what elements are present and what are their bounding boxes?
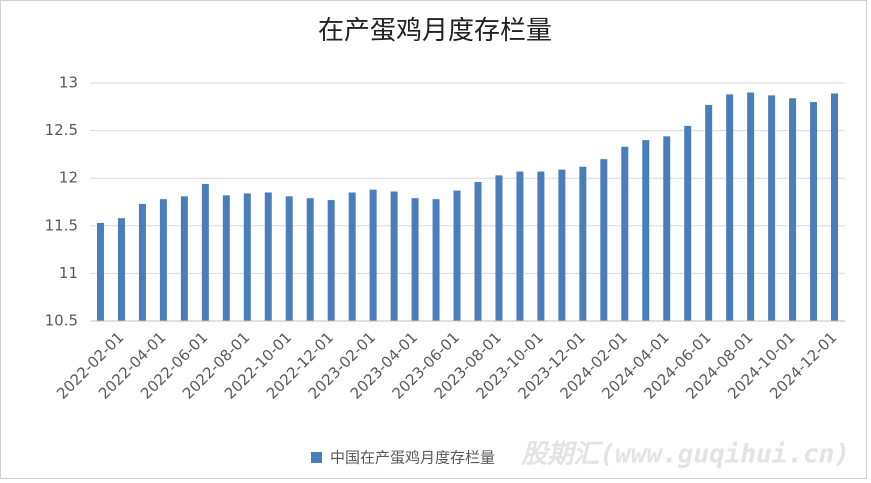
y-tick-label: 13 xyxy=(59,74,78,92)
bar xyxy=(285,196,293,321)
bar xyxy=(663,136,671,321)
bar xyxy=(642,140,650,321)
bar xyxy=(348,192,356,321)
y-tick-label: 12.5 xyxy=(45,121,78,139)
y-tick-label: 10.5 xyxy=(45,312,78,330)
bar xyxy=(474,182,482,321)
bar xyxy=(390,191,398,321)
bar xyxy=(411,198,419,321)
bar xyxy=(558,169,566,321)
bar xyxy=(138,203,146,321)
bar xyxy=(537,171,545,321)
bar xyxy=(306,198,314,321)
bar xyxy=(264,192,272,321)
bar xyxy=(117,218,125,321)
bar xyxy=(495,175,503,321)
bar xyxy=(705,104,713,322)
y-tick-label: 11.5 xyxy=(45,216,78,234)
bar xyxy=(579,166,587,321)
bar xyxy=(621,146,629,321)
watermark: 股期汇(www.guqihui.cn) xyxy=(521,440,850,470)
bar xyxy=(789,98,797,322)
bar xyxy=(684,125,692,321)
bar xyxy=(222,195,230,321)
bar xyxy=(180,196,188,321)
bar xyxy=(747,92,755,322)
bar xyxy=(201,183,209,321)
bar xyxy=(726,94,734,321)
bar xyxy=(831,93,839,321)
bar xyxy=(810,102,818,321)
y-tick-label: 12 xyxy=(59,169,78,187)
bar xyxy=(159,199,167,321)
chart-title: 在产蛋鸡月度存栏量 xyxy=(318,16,552,46)
legend-label: 中国在产蛋鸡月度存栏量 xyxy=(330,449,495,467)
bar xyxy=(243,193,251,321)
bar xyxy=(96,222,104,321)
bar xyxy=(369,189,377,321)
bar xyxy=(600,159,608,321)
legend-swatch xyxy=(311,452,322,463)
bar xyxy=(432,199,440,321)
bar xyxy=(327,200,335,321)
bar xyxy=(768,95,776,321)
bar xyxy=(453,190,461,321)
y-tick-label: 11 xyxy=(59,264,78,282)
bar xyxy=(516,171,524,321)
